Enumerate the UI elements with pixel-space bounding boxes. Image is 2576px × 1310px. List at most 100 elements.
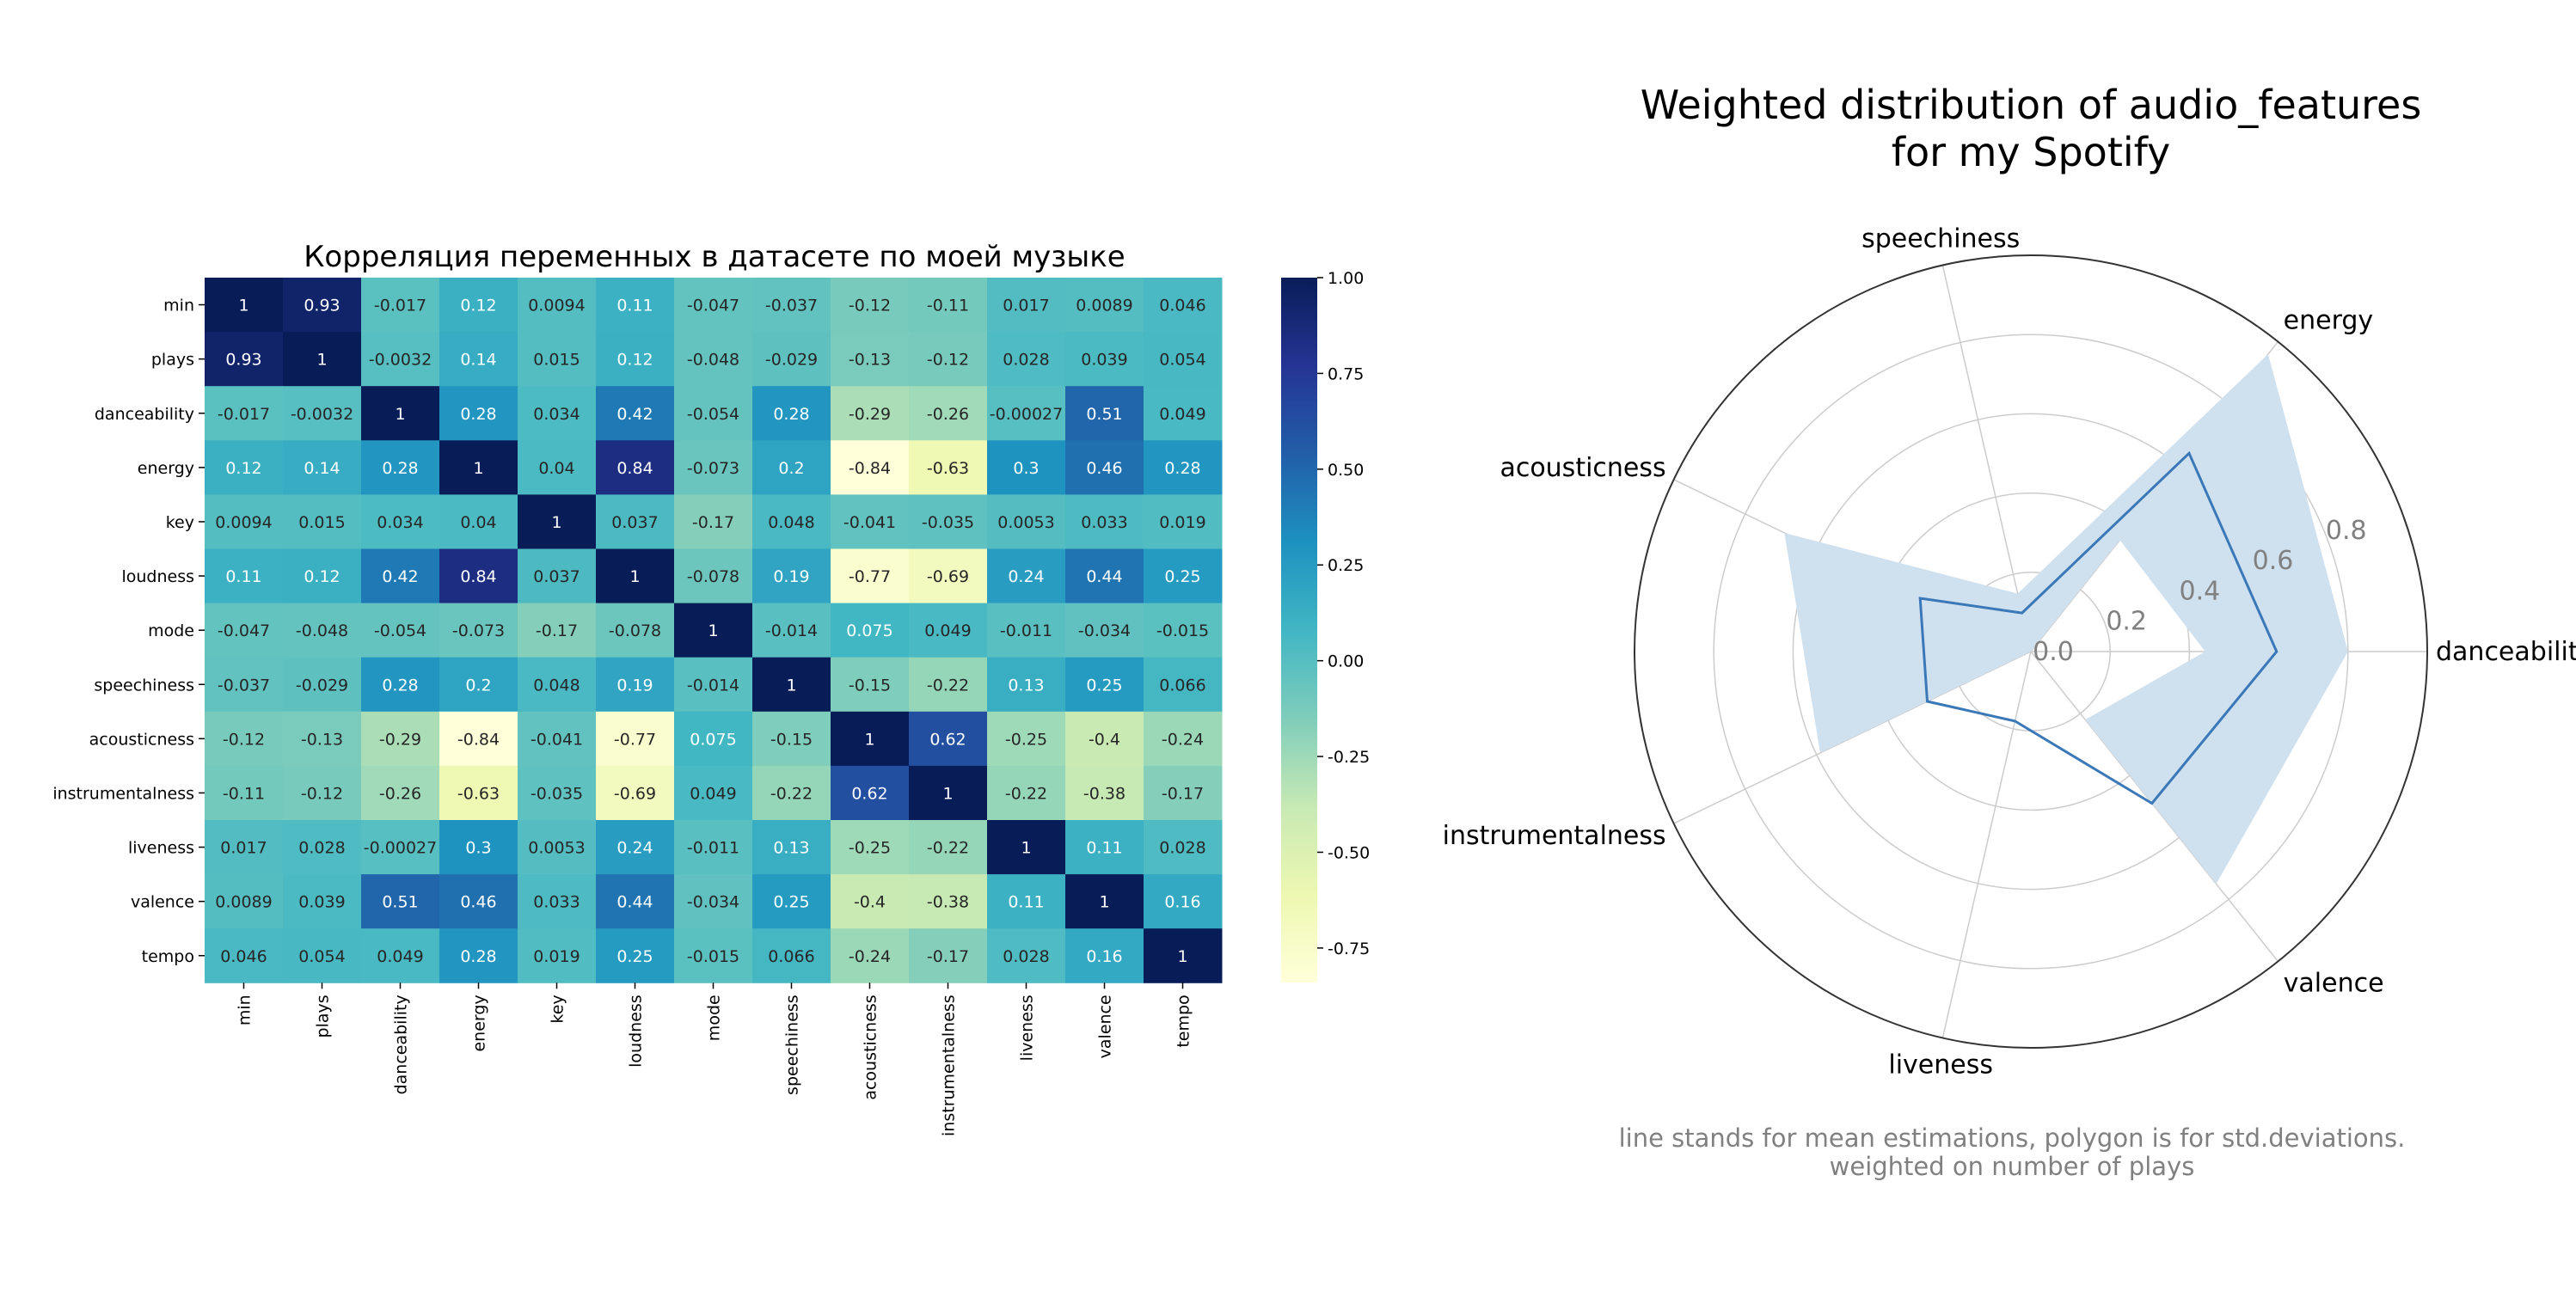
heatmap-cell (1144, 440, 1223, 495)
heatmap-cell-label: -0.00027 (990, 405, 1063, 424)
heatmap-cell (987, 603, 1066, 658)
heatmap-cell-label: 1 (1177, 947, 1187, 966)
heatmap-cell (518, 820, 597, 875)
heatmap-cell-label: 0.84 (616, 459, 653, 478)
heatmap-cell-label: 0.028 (1003, 947, 1049, 966)
heatmap-cell (596, 765, 675, 821)
heatmap-cell (518, 386, 597, 441)
heatmap-cell (361, 928, 440, 983)
heatmap-cell (596, 332, 675, 387)
heatmap-cell-label: 0.28 (1164, 459, 1200, 478)
heatmap-cell (909, 711, 988, 767)
heatmap-cell (1144, 711, 1223, 767)
heatmap-cell (205, 548, 284, 604)
heatmap-cell (596, 928, 675, 983)
row-label: plays (151, 351, 194, 370)
heatmap-cell (674, 711, 753, 767)
heatmap-cell (831, 765, 910, 821)
heatmap-cell (831, 386, 910, 441)
heatmap-cell (205, 386, 284, 441)
heatmap-cell-label: 1 (942, 784, 953, 803)
column-label: min (236, 995, 255, 1025)
heatmap-cell-label: -0.017 (218, 405, 270, 424)
heatmap-cell (752, 386, 831, 441)
heatmap-cell (674, 603, 753, 658)
heatmap-cell-label: 0.28 (773, 405, 809, 424)
heatmap-cell (909, 657, 988, 713)
heatmap-cell-label: -0.029 (765, 351, 818, 370)
heatmap-cell (283, 765, 362, 821)
heatmap-cell (674, 278, 753, 333)
row-label: instrumentalness (52, 784, 194, 803)
heatmap-cell (518, 765, 597, 821)
heatmap-cell-label: -0.11 (223, 784, 265, 803)
heatmap-cell (1065, 928, 1144, 983)
heatmap-cell (909, 928, 988, 983)
heatmap-cell (1144, 548, 1223, 604)
radar-note-line1: line stands for mean estimations, polygo… (1619, 1123, 2406, 1153)
heatmap-cell-label: -0.17 (536, 621, 578, 640)
heatmap-cell-label: -0.11 (927, 297, 969, 315)
column-label: loudness (627, 995, 646, 1068)
heatmap-cell-label: -0.15 (770, 730, 813, 749)
heatmap-cell (596, 603, 675, 658)
heatmap-cell-label: 0.034 (533, 405, 580, 424)
heatmap-cell (439, 386, 518, 441)
heatmap-cell (1144, 820, 1223, 875)
heatmap-cell-label: -0.29 (849, 405, 891, 424)
heatmap-cell-label: 0.25 (616, 947, 653, 966)
heatmap-cell (674, 494, 753, 549)
heatmap-cell (752, 928, 831, 983)
heatmap-cell (205, 278, 284, 333)
heatmap-cell-label: 0.037 (533, 567, 580, 586)
heatmap-cell-label: -0.073 (452, 621, 505, 640)
heatmap-cell-label: -0.034 (687, 893, 739, 912)
heatmap-cell-label: -0.037 (765, 297, 818, 315)
heatmap-cell-label: 0.019 (1159, 513, 1205, 532)
heatmap-cell-label: 0.24 (1008, 567, 1044, 586)
heatmap-cell-label: -0.38 (927, 893, 969, 912)
heatmap-cell-label: 0.25 (1086, 676, 1122, 695)
heatmap-cell-label: -0.24 (1162, 730, 1204, 749)
heatmap-cell (987, 765, 1066, 821)
colorbar-tick-label: 0.75 (1328, 364, 1364, 383)
radar-category-label: valence (2284, 968, 2384, 998)
row-label: min (163, 297, 194, 315)
heatmap-cell-label: 0.24 (616, 839, 653, 858)
heatmap-cell (674, 386, 753, 441)
heatmap-cell (439, 603, 518, 658)
heatmap-cell (1065, 657, 1144, 713)
heatmap-cell-label: 0.037 (611, 513, 658, 532)
heatmap-cell (439, 711, 518, 767)
heatmap-cell-label: -0.029 (296, 676, 348, 695)
heatmap-cell (439, 440, 518, 495)
heatmap-cell-label: 1 (1021, 839, 1031, 858)
heatmap-cell-label: -0.17 (1162, 784, 1204, 803)
radar-outer-frame (1634, 254, 2428, 1049)
heatmap-cell-label: -0.69 (614, 784, 656, 803)
radar-note-line2: weighted on number of plays (1830, 1152, 2195, 1181)
heatmap-cell (283, 874, 362, 929)
radar-r-tick-label: 0.2 (2106, 607, 2147, 637)
heatmap-cell-label: 0.28 (382, 676, 418, 695)
heatmap-cell (1144, 386, 1223, 441)
heatmap-cell-label: -0.12 (301, 784, 343, 803)
heatmap-cell-label: 0.049 (924, 621, 971, 640)
heatmap-cell (674, 657, 753, 713)
heatmap-cell (909, 548, 988, 604)
row-label: liveness (128, 839, 194, 858)
heatmap-cell-label: -0.047 (687, 297, 739, 315)
heatmap-cell (909, 874, 988, 929)
heatmap-cell-label: 0.13 (773, 839, 809, 858)
heatmap-cell-label: -0.22 (927, 839, 969, 858)
heatmap-cell (987, 278, 1066, 333)
heatmap-cell-label: 0.12 (616, 351, 653, 370)
heatmap-cell-label: -0.63 (927, 459, 969, 478)
heatmap-cell-label: 0.075 (846, 621, 892, 640)
heatmap-cell-label: 0.25 (1164, 567, 1200, 586)
heatmap-cell-label: 0.0053 (997, 513, 1054, 532)
row-label: tempo (142, 947, 194, 966)
column-label: tempo (1175, 995, 1193, 1047)
heatmap-cell-label: 1 (551, 513, 561, 532)
